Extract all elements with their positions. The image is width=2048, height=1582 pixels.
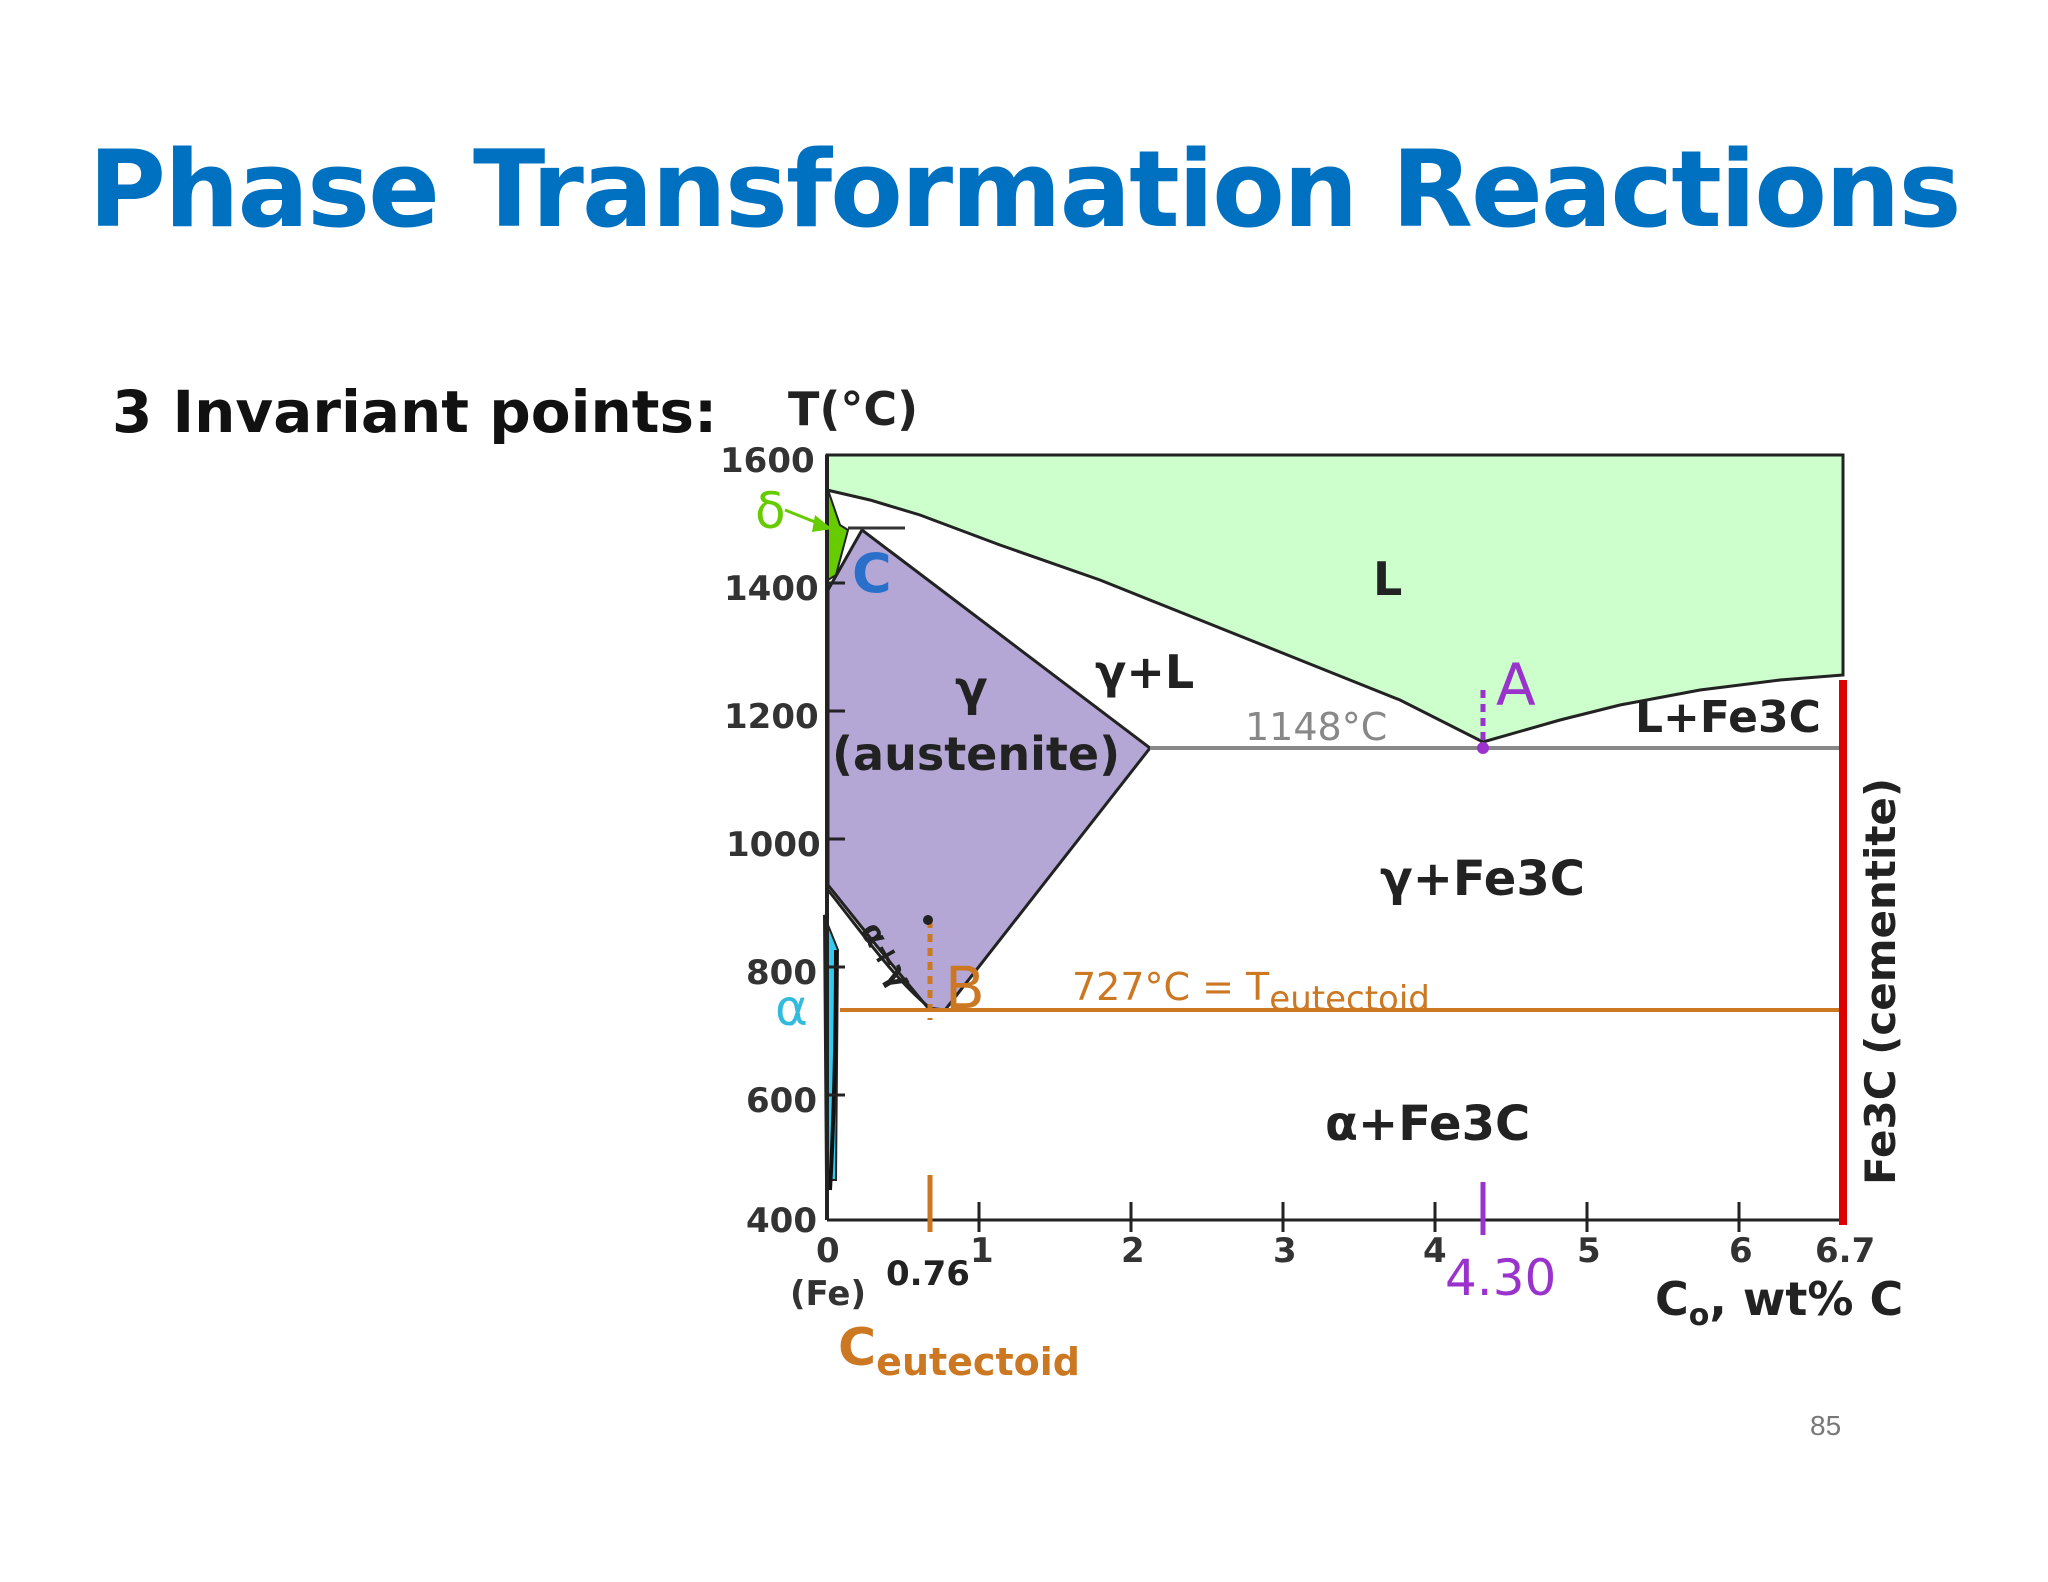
point-c-label: C [852,542,892,605]
slide-title: Phase Transformation Reactions [88,128,1961,251]
delta-label: δ [755,482,786,540]
point-b-label: B [945,954,985,1022]
y-tick-label: 800 [746,953,817,993]
l-fe3c-label: L+Fe3C [1635,692,1821,743]
x-sub-label: (Fe) [790,1274,866,1314]
alpha-fe3c-label: α+Fe3C [1325,1096,1530,1152]
y-ticks [827,453,845,1097]
y-tick-label: 400 [746,1201,817,1241]
y-axis-label: T(°C) [788,382,918,436]
x-tick-label: 2 [1121,1231,1145,1271]
x-axis-label: Co, wt% C [1655,1272,1903,1333]
point-a-label: A [1496,651,1536,719]
y-tick-label: 600 [746,1081,817,1121]
cementite-label: Fe3C (cementite) [1856,778,1905,1185]
x-tick-label: 6.7 [1815,1231,1875,1271]
eutectic-point [1477,742,1489,754]
x-tick-label: 1 [970,1231,994,1271]
gamma-fe3c-label: γ+Fe3C [1380,851,1585,907]
alpha-gamma-boundary [826,889,931,1010]
slide-subtitle: 3 Invariant points: [112,378,718,446]
eutectoid-start-dot [923,915,933,925]
x-ticks [977,1202,1741,1232]
y-tick-label: 1000 [726,825,821,865]
eutectoid-comp-label: 0.76 [886,1254,970,1294]
liquid-region [825,453,1845,744]
x-tick-label: 6 [1729,1231,1753,1271]
delta-arrowhead-icon [812,515,832,532]
x-tick-label: 0 [816,1231,840,1271]
c-eutectoid-label: Ceutectoid [838,1318,1080,1384]
y-tick-label: 1200 [724,697,819,737]
eutectic-temp-label: 1148°C [1245,705,1387,749]
gamma-liquid-label: γ+L [1095,645,1194,699]
page-number: 85 [1810,1410,1842,1441]
alpha-label: α [775,979,808,1037]
x-tick-label: 4 [1423,1231,1447,1271]
alpha-solvus [828,949,838,1191]
liquid-label: L [1373,552,1402,606]
y-tick-label: 1600 [720,441,815,481]
eutectic-comp-label: 4.30 [1445,1249,1556,1307]
x-tick-label: 3 [1273,1231,1297,1271]
gamma-label: γ [955,661,988,717]
y-tick-label: 1400 [724,569,819,609]
austenite-label: (austenite) [832,727,1120,781]
x-tick-label: 5 [1577,1231,1601,1271]
eutectoid-temp-label: 727°C = Teutectoid [1072,965,1430,1019]
